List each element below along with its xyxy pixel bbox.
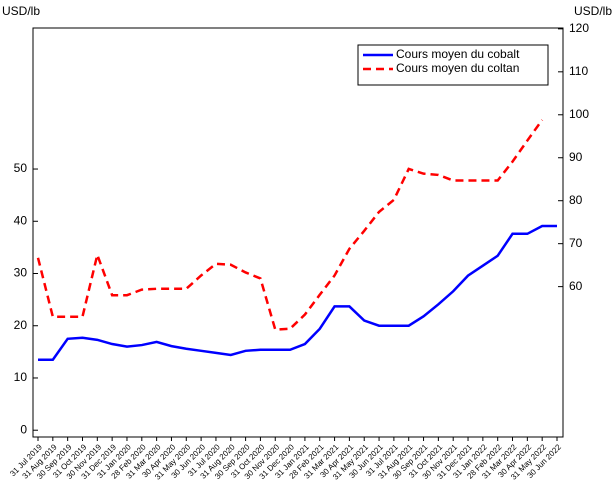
y2-tick-label: 80 xyxy=(569,193,583,207)
series-line xyxy=(36,119,544,331)
plot-frame xyxy=(32,27,564,438)
y2-tick-label: 110 xyxy=(569,64,588,78)
right-axis-label: USD/lb xyxy=(574,4,612,18)
y-tick-label: 10 xyxy=(14,370,28,384)
left-axis-label: USD/lb xyxy=(2,4,40,18)
y-tick-label: 50 xyxy=(14,161,28,175)
y2-tick-label: 100 xyxy=(569,107,589,121)
y2-tick-label: 70 xyxy=(569,236,583,250)
y2-tick-label: 120 xyxy=(569,21,589,35)
y-tick-label: 20 xyxy=(14,318,28,332)
y2-tick-label: 90 xyxy=(569,150,583,164)
y2-tick-label: 60 xyxy=(569,279,583,293)
series-line xyxy=(38,224,557,361)
legend-label: Cours moyen du cobalt xyxy=(396,47,520,61)
y-tick-label: 40 xyxy=(14,213,28,227)
y-tick-label: 0 xyxy=(20,422,27,436)
legend-label: Cours moyen du coltan xyxy=(396,61,519,75)
y-tick-label: 30 xyxy=(14,266,28,280)
legend-box xyxy=(357,44,549,86)
